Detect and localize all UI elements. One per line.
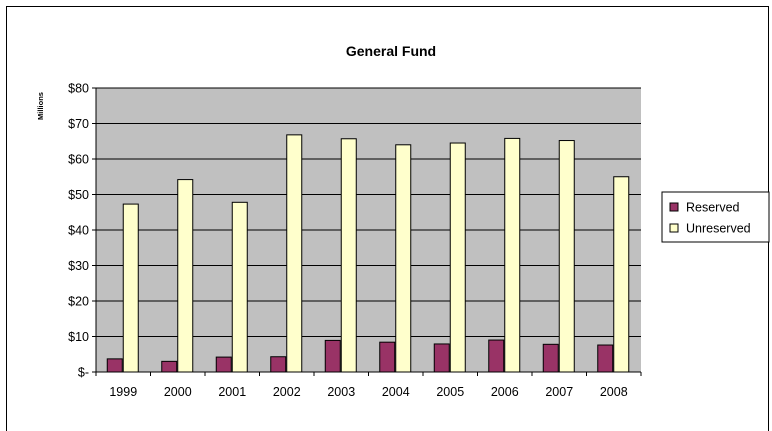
bar-reserved [597,344,614,373]
bar-unreserved [231,201,248,373]
x-tick-label: 2008 [600,385,628,399]
x-tick-label: 2007 [545,385,573,399]
legend-box [661,191,770,243]
y-tick-label: $- [78,366,89,380]
y-tick-label: $50 [68,188,89,202]
legend-label-reserved: Reserved [686,201,740,215]
bar-unreserved [613,176,630,373]
bar-unreserved [395,144,412,373]
bar-reserved [215,356,232,373]
y-tick-label: $70 [68,117,89,131]
bar-unreserved [340,138,357,373]
y-tick-label: $10 [68,330,89,344]
bar-reserved [324,339,341,373]
bar-reserved [488,339,505,373]
legend-swatch-reserved [669,202,679,212]
x-tick-label: 2000 [164,385,192,399]
bar-unreserved [449,142,466,373]
y-tick-label: $40 [68,224,89,238]
legend-swatch-unreserved [669,223,679,233]
bar-unreserved [122,203,139,373]
bar-reserved [106,358,123,373]
bar-reserved [379,341,396,373]
chart-title: General Fund [346,43,436,59]
bar-unreserved [177,179,194,373]
x-tick-label: 2002 [273,385,301,399]
y-tick-label: $30 [68,259,89,273]
bar-reserved [433,343,450,373]
legend: Reserved Unreserved [661,191,770,243]
y-tick-label: $20 [68,295,89,309]
bar-unreserved [558,140,575,373]
bar-reserved [542,343,559,373]
bar-unreserved [286,134,303,373]
plot-area: $- $10 $20 $30 $40 $50 $60 $70 $80 1999 2000 2001 20… [68,82,642,399]
x-tick-label: 1999 [109,385,137,399]
x-tick-label: 2001 [218,385,246,399]
y-tick-label: $60 [68,153,89,167]
x-tick-label: 2006 [491,385,519,399]
bar-reserved [161,360,178,373]
x-tick-label: 2004 [382,385,410,399]
y-tick-label: $80 [68,82,89,96]
x-tick-label: 2005 [436,385,464,399]
bar-unreserved [504,137,521,373]
y-axis-label: Millions [36,92,45,120]
x-tick-label: 2003 [327,385,355,399]
legend-label-unreserved: Unreserved [686,222,751,236]
bar-reserved [270,356,287,373]
